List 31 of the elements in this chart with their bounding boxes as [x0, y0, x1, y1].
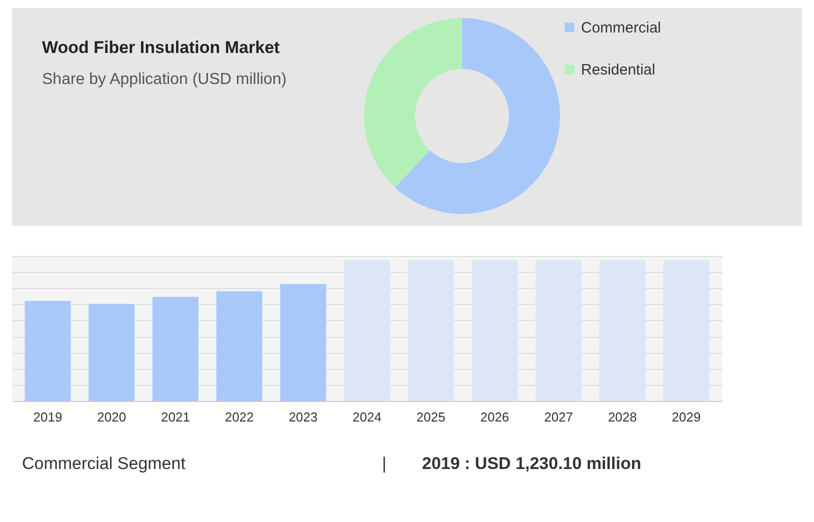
bar	[152, 296, 198, 401]
text: Share by Application (USD million)	[42, 71, 287, 88]
bar	[663, 260, 710, 401]
text: Wood Fiber Insulation Market	[42, 38, 280, 57]
bar	[216, 291, 262, 401]
bar	[88, 304, 135, 401]
x-tick-label: 2028	[608, 410, 637, 424]
x-tick-label: 2021	[160, 410, 190, 424]
donut-slice	[364, 18, 462, 188]
x-tick-label: 2025	[416, 410, 446, 424]
x-tick-label: 2027	[544, 410, 574, 424]
legend-label: Residential	[581, 62, 656, 78]
x-tick-label: 2022	[224, 410, 254, 424]
bar	[344, 260, 390, 401]
bar	[408, 260, 454, 401]
legend-label: Commercial	[581, 20, 662, 36]
bar	[536, 260, 582, 401]
bar	[472, 260, 518, 401]
bar	[24, 301, 71, 401]
text: |	[382, 454, 386, 473]
bar	[280, 284, 326, 401]
text: Commercial Segment	[22, 454, 186, 473]
x-tick-label: 2019	[33, 410, 62, 424]
bar	[599, 260, 646, 401]
x-tick-label: 2026	[480, 410, 510, 424]
x-tick-label: 2029	[672, 410, 701, 424]
x-tick-label: 2020	[97, 410, 126, 424]
x-tick-label: 2024	[352, 410, 382, 424]
x-tick-label: 2023	[288, 410, 318, 424]
text: 2019 : USD 1,230.10 million	[422, 454, 642, 473]
donut-slice	[394, 18, 560, 214]
